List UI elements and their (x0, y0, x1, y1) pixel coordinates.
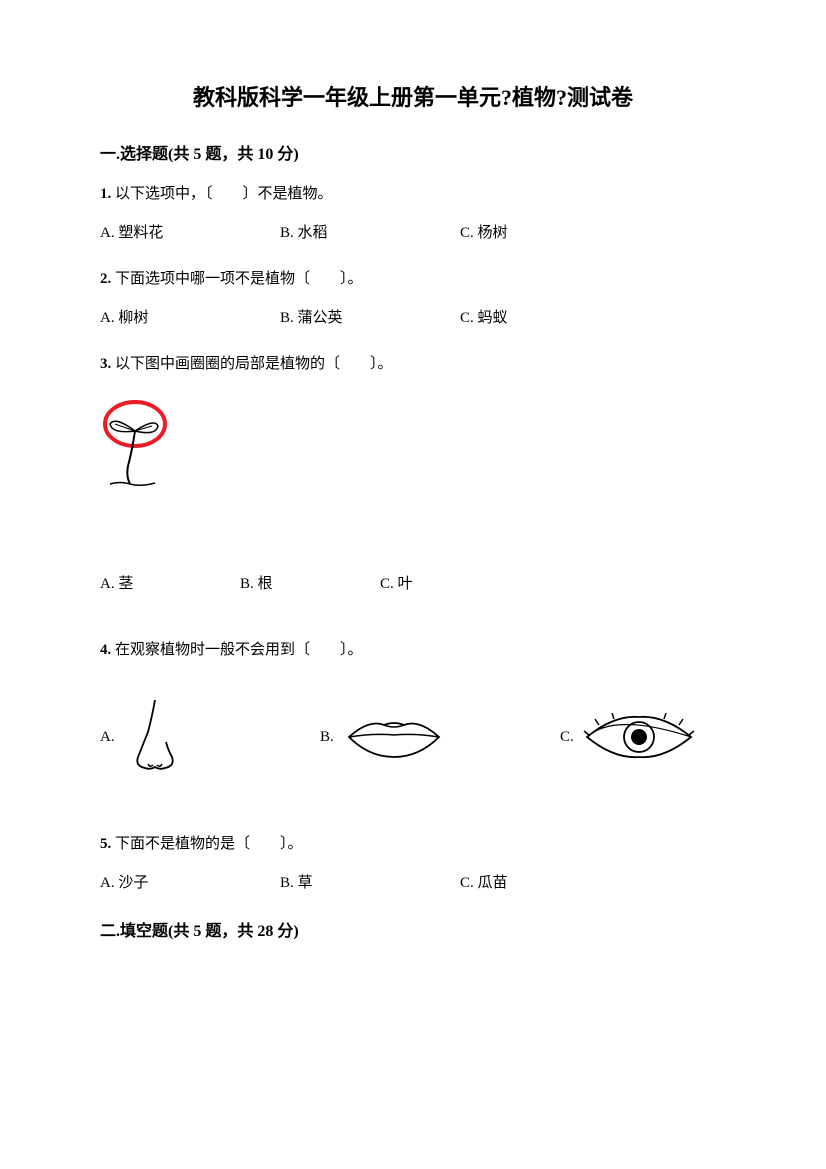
q4-option-c: C. (560, 707, 720, 767)
q2-options: A. 柳树 B. 蒲公英 C. 蚂蚁 (100, 305, 726, 332)
eye-icon (579, 707, 699, 767)
q3-image (100, 396, 726, 521)
q1-number: 1. (100, 186, 111, 202)
q2-option-c: C. 蚂蚁 (460, 305, 640, 332)
q5-option-a: A. 沙子 (100, 870, 280, 897)
question-1: 1. 以下选项中，〔 〕不是植物。 (100, 182, 726, 206)
q5-option-b: B. 草 (280, 870, 460, 897)
question-2: 2. 下面选项中哪一项不是植物〔 〕。 (100, 267, 726, 291)
q3-options: A. 茎 B. 根 C. 叶 (100, 571, 726, 598)
q4-text: 在观察植物时一般不会用到〔 〕。 (111, 642, 362, 658)
q4-options: A. B. C. (100, 692, 726, 782)
q1-option-b: B. 水稻 (280, 220, 460, 247)
q3-text: 以下图中画圈圈的局部是植物的〔 〕。 (111, 356, 392, 372)
q3-option-a: A. 茎 (100, 571, 240, 598)
q3-number: 3. (100, 356, 111, 372)
q4-b-label: B. (320, 729, 334, 746)
q4-option-a: A. (100, 692, 320, 782)
q5-options: A. 沙子 B. 草 C. 瓜苗 (100, 870, 726, 897)
nose-icon (120, 692, 190, 782)
q2-option-b: B. 蒲公英 (280, 305, 460, 332)
q4-option-b: B. (320, 707, 560, 767)
q1-option-a: A. 塑料花 (100, 220, 280, 247)
q3-option-b: B. 根 (240, 571, 380, 598)
q2-option-a: A. 柳树 (100, 305, 280, 332)
question-3: 3. 以下图中画圈圈的局部是植物的〔 〕。 (100, 352, 726, 376)
q4-a-label: A. (100, 729, 115, 746)
q1-text: 以下选项中，〔 〕不是植物。 (111, 186, 332, 202)
q3-option-c: C. 叶 (380, 571, 520, 598)
section-1-header: 一.选择题(共 5 题，共 10 分) (100, 140, 726, 164)
q1-options: A. 塑料花 B. 水稻 C. 杨树 (100, 220, 726, 247)
q5-text: 下面不是植物的是〔 〕。 (111, 836, 302, 852)
page-title: 教科版科学一年级上册第一单元?植物?测试卷 (100, 80, 726, 112)
question-4: 4. 在观察植物时一般不会用到〔 〕。 (100, 638, 726, 662)
plant-sprout-icon (100, 396, 190, 516)
q4-number: 4. (100, 642, 111, 658)
section-2-header: 二.填空题(共 5 题，共 28 分) (100, 917, 726, 941)
q5-number: 5. (100, 836, 111, 852)
q1-option-c: C. 杨树 (460, 220, 640, 247)
mouth-icon (339, 707, 449, 767)
q2-number: 2. (100, 271, 111, 287)
q4-c-label: C. (560, 729, 574, 746)
question-5: 5. 下面不是植物的是〔 〕。 (100, 832, 726, 856)
q2-text: 下面选项中哪一项不是植物〔 〕。 (111, 271, 362, 287)
q5-option-c: C. 瓜苗 (460, 870, 640, 897)
